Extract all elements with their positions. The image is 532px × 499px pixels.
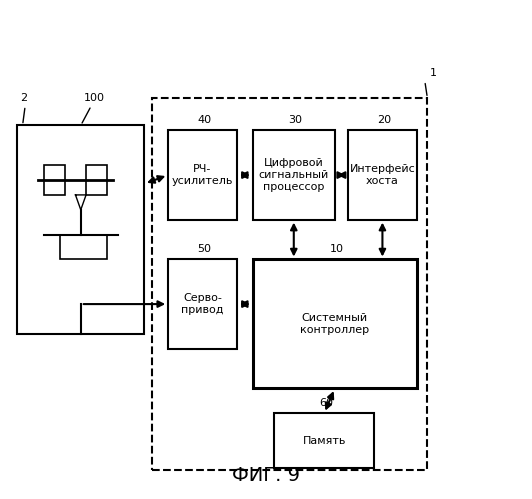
Text: 40: 40 — [197, 115, 211, 125]
Text: 50: 50 — [197, 245, 211, 254]
Text: 10: 10 — [329, 245, 344, 254]
Text: 2: 2 — [20, 93, 27, 103]
Bar — [86, 165, 107, 195]
Text: 60: 60 — [319, 398, 333, 408]
Text: Системный
контроллер: Системный контроллер — [300, 313, 369, 335]
Text: 100: 100 — [84, 93, 104, 103]
FancyBboxPatch shape — [253, 259, 417, 388]
Text: Серво-
привод: Серво- привод — [181, 293, 224, 315]
Text: 30: 30 — [288, 115, 303, 125]
FancyBboxPatch shape — [253, 130, 335, 220]
Text: Интерфейс
хоста: Интерфейс хоста — [350, 164, 415, 186]
Text: Цифровой
сигнальный
процессор: Цифровой сигнальный процессор — [259, 159, 329, 192]
Bar — [44, 165, 65, 195]
FancyBboxPatch shape — [168, 259, 237, 349]
FancyBboxPatch shape — [274, 413, 375, 468]
Text: Память: Память — [303, 436, 346, 446]
Text: 1: 1 — [430, 68, 437, 78]
Text: 20: 20 — [377, 115, 391, 125]
FancyBboxPatch shape — [168, 130, 237, 220]
Bar — [60, 235, 107, 259]
Text: ФИГ. 9: ФИГ. 9 — [232, 466, 300, 485]
Text: РЧ-
усилитель: РЧ- усилитель — [172, 164, 233, 186]
FancyBboxPatch shape — [348, 130, 417, 220]
